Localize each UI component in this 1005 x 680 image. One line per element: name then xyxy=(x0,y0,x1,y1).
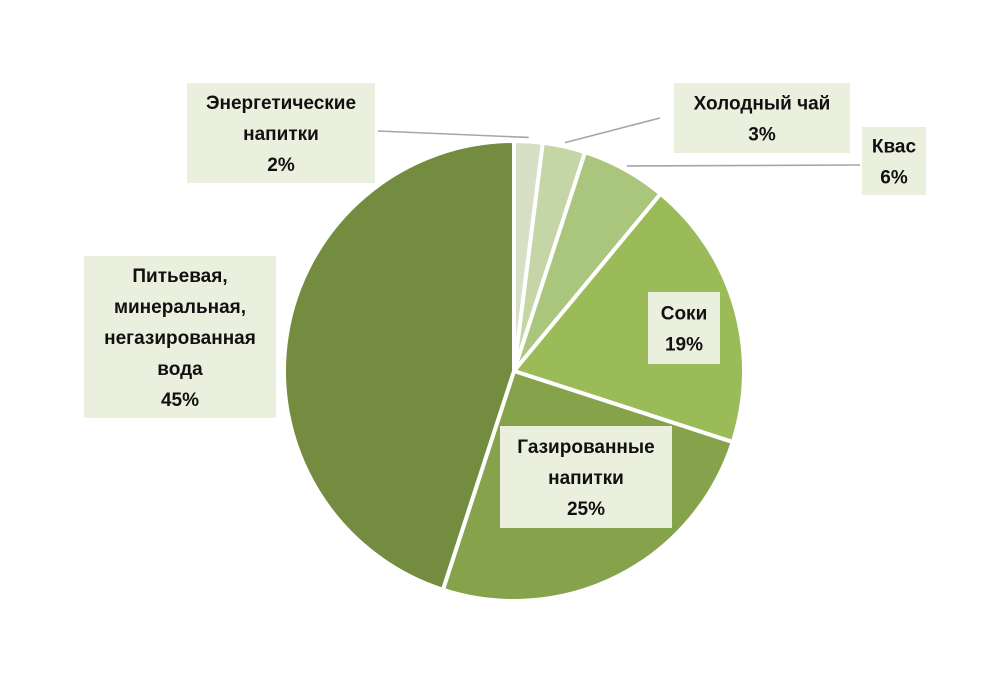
data-label-percent: 2% xyxy=(267,155,295,176)
pie-slices xyxy=(282,139,746,603)
data-label-category: Квас xyxy=(872,137,917,158)
data-label-питьевая-минеральная-негазированная-вода: Питьевая, минеральная, негазированная вода 4… xyxy=(84,256,276,418)
data-label-холодный-чай: Холодный чай 3% xyxy=(674,83,850,153)
data-labels: Энергетические напитки 2% Холодный чай 3% Ква… xyxy=(84,83,926,528)
leader-line-холодный-чай xyxy=(564,117,661,144)
leader-line-энергетические-напитки xyxy=(377,130,529,139)
data-label-category: Питьевая, xyxy=(132,266,227,287)
data-label-category: Соки xyxy=(661,304,708,325)
data-label-box xyxy=(648,292,720,364)
data-label-энергетические-напитки: Энергетические напитки 2% xyxy=(187,83,375,183)
data-label-category: Газированные xyxy=(517,437,654,458)
data-label-category: Холодный чай xyxy=(694,94,831,115)
data-label-percent: 6% xyxy=(880,168,908,189)
pie-slice-соки xyxy=(512,191,746,445)
data-label-box xyxy=(674,83,850,153)
data-label-category: Энергетические xyxy=(206,93,356,114)
data-label-газированные-напитки: Газированные напитки 25% xyxy=(500,426,672,528)
data-label-category: напитки xyxy=(243,124,319,145)
data-label-percent: 25% xyxy=(567,499,605,520)
data-label-category: вода xyxy=(157,359,203,380)
data-label-category: негазированная xyxy=(104,328,256,349)
data-label-category: минеральная, xyxy=(114,297,246,318)
leader-line-квас xyxy=(626,164,861,167)
data-label-box xyxy=(187,83,375,183)
data-label-box xyxy=(500,426,672,528)
data-label-box xyxy=(862,127,926,195)
data-label-box xyxy=(84,256,276,418)
pie-slice-питьевая-минеральная-негазированная-вода xyxy=(282,139,516,592)
data-label-percent: 3% xyxy=(748,125,776,146)
leader-lines xyxy=(377,117,861,167)
data-label-percent: 19% xyxy=(665,335,703,356)
data-label-category: напитки xyxy=(548,468,624,489)
data-label-соки: Соки 19% xyxy=(648,292,720,364)
data-label-квас: Квас 6% xyxy=(862,127,926,195)
data-label-percent: 45% xyxy=(161,390,199,411)
